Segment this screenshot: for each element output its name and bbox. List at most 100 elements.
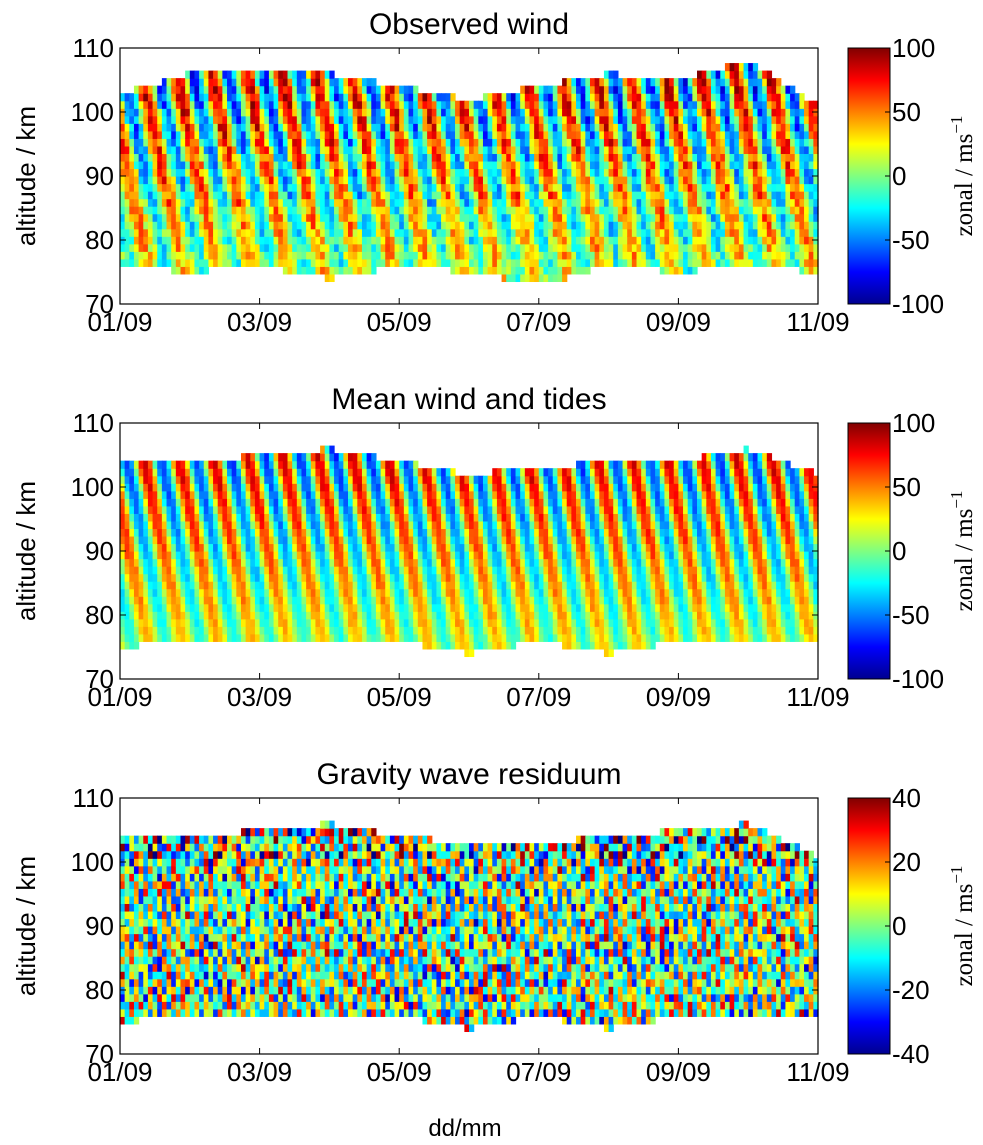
heatmap-cell: [259, 221, 265, 230]
heatmap-cell: [194, 498, 200, 507]
heatmap-cell: [734, 221, 740, 230]
heatmap-cell: [133, 130, 140, 139]
heatmap-cell: [203, 611, 210, 620]
heatmap-cell: [487, 221, 493, 230]
heatmap-cell: [469, 176, 475, 185]
heatmap-cell: [482, 183, 489, 192]
heatmap-cell: [292, 551, 298, 560]
heatmap-cell: [296, 266, 303, 275]
heatmap-cell: [515, 123, 521, 132]
heatmap-cell: [394, 251, 400, 260]
heatmap-cell: [310, 191, 317, 200]
heatmap-cell: [441, 160, 447, 170]
heatmap-cell: [394, 108, 400, 117]
heatmap-cell: [464, 115, 470, 124]
heatmap-cell: [185, 633, 191, 642]
heatmap-cell: [729, 206, 735, 215]
heatmap-cell: [710, 153, 717, 162]
heatmap-cell: [222, 145, 228, 155]
heatmap-cell: [529, 236, 535, 245]
heatmap-cell: [292, 558, 298, 567]
heatmap-cell: [506, 160, 512, 170]
heatmap-cell: [143, 243, 149, 252]
heatmap-cell: [273, 191, 279, 200]
heatmap-cell: [157, 528, 163, 537]
heatmap-cell: [636, 176, 642, 185]
heatmap-cell: [762, 258, 768, 267]
heatmap-cell: [375, 138, 382, 147]
heatmap-cell: [254, 153, 261, 162]
heatmap-cell: [231, 145, 237, 155]
heatmap-cell: [552, 243, 559, 252]
heatmap-cell: [240, 596, 247, 605]
heatmap-cell: [171, 626, 177, 635]
heatmap-cell: [785, 115, 791, 124]
heatmap-cell: [548, 266, 554, 275]
heatmap-cell: [771, 221, 777, 230]
heatmap-cell: [692, 130, 698, 139]
heatmap-cell: [580, 168, 586, 177]
heatmap-cell: [408, 221, 414, 230]
heatmap-cell: [147, 611, 154, 620]
heatmap-cell: [455, 243, 461, 252]
heatmap-cell: [217, 528, 223, 537]
heatmap-cell: [389, 251, 396, 260]
heatmap-cell: [645, 78, 652, 87]
heatmap-cell: [762, 183, 768, 192]
heatmap-cell: [799, 153, 805, 162]
heatmap-cell: [459, 138, 465, 147]
heatmap-cell: [631, 221, 638, 230]
heatmap-cell: [603, 228, 610, 237]
heatmap-cell: [813, 221, 819, 230]
heatmap-cell: [436, 228, 442, 237]
heatmap-cell: [710, 228, 717, 237]
heatmap-cell: [310, 183, 317, 192]
heatmap-cell: [273, 153, 279, 162]
heatmap-cell: [808, 130, 814, 139]
heatmap-cell: [752, 160, 759, 170]
heatmap-cell: [133, 206, 140, 215]
heatmap-cell: [161, 251, 168, 260]
heatmap-cell: [152, 145, 158, 155]
heatmap-cell: [729, 168, 735, 177]
heatmap-cell: [589, 243, 596, 252]
heatmap-cell: [557, 198, 563, 207]
heatmap-cell: [129, 145, 135, 155]
heatmap-cell: [143, 528, 149, 537]
heatmap-cell: [157, 566, 163, 575]
heatmap-cell: [320, 85, 326, 94]
heatmap-cell: [250, 460, 256, 469]
heatmap-cell: [580, 221, 586, 230]
heatmap-cell: [231, 213, 237, 222]
heatmap-cell: [268, 130, 275, 139]
heatmap-cell: [771, 160, 777, 170]
heatmap-cell: [217, 78, 223, 87]
heatmap-cell: [329, 221, 335, 230]
heatmap-cell: [673, 176, 679, 185]
heatmap-cell: [147, 520, 154, 530]
heatmap-cell: [692, 168, 698, 177]
heatmap-cell: [296, 573, 303, 582]
heatmap-cell: [669, 213, 675, 222]
heatmap-cell: [147, 551, 154, 560]
heatmap-cell: [152, 633, 158, 642]
heatmap-cell: [282, 528, 289, 537]
heatmap-cell: [194, 266, 200, 275]
heatmap-cell: [757, 93, 763, 102]
heatmap-cell: [203, 228, 210, 237]
heatmap-cell: [566, 243, 572, 252]
heatmap-cell: [692, 213, 698, 222]
heatmap-cell: [175, 626, 182, 635]
heatmap-cell: [585, 108, 591, 117]
heatmap-cell: [650, 191, 656, 200]
heatmap-cell: [208, 168, 214, 177]
heatmap-cell: [771, 93, 777, 102]
heatmap-cell: [147, 206, 154, 215]
heatmap-cell: [617, 236, 624, 245]
heatmap-cell: [557, 160, 563, 170]
heatmap-cell: [296, 243, 303, 252]
heatmap-cell: [161, 535, 168, 545]
heatmap-cell: [427, 183, 433, 192]
heatmap-cell: [501, 145, 507, 155]
heatmap-cell: [259, 160, 265, 170]
